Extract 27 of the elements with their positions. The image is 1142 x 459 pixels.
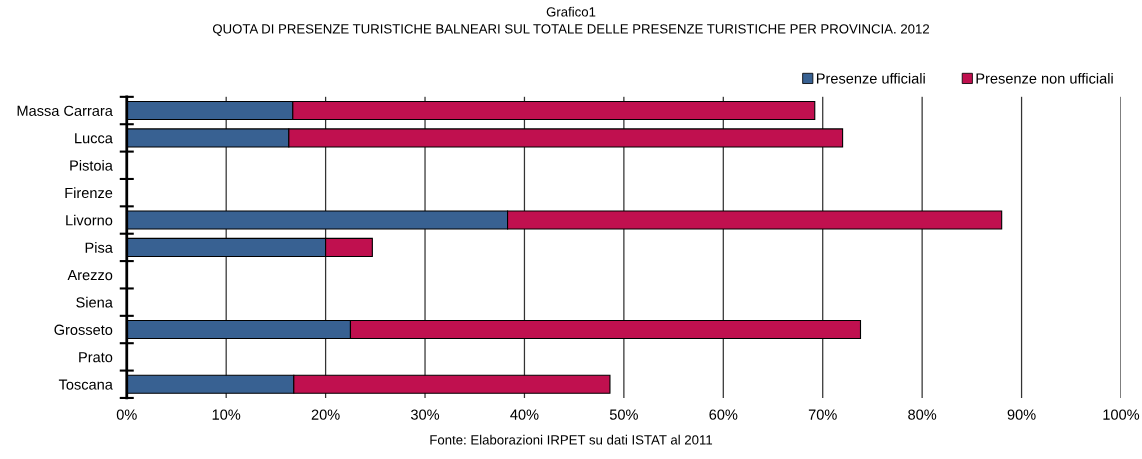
x-tick-label: 20%: [311, 409, 340, 420]
y-tick-label: Arezzo: [67, 270, 113, 281]
x-tick-label: 50%: [609, 409, 638, 420]
x-tick-label: 70%: [808, 409, 837, 420]
y-tick-label: Grosseto: [54, 324, 113, 335]
x-tick-label: 40%: [510, 409, 539, 420]
x-tick-label: 100%: [1103, 409, 1140, 420]
x-tick-label: 90%: [1007, 409, 1036, 420]
legend-label: Presenze ufficiali: [816, 72, 925, 84]
x-tick-label: 10%: [212, 409, 241, 420]
y-tick-label: Prato: [79, 352, 113, 363]
y-tick-label: Firenze: [65, 187, 113, 199]
source-note: Fonte: Elaborazioni IRPET su dati ISTAT al 2011: [430, 434, 713, 445]
x-tick-label: 30%: [410, 409, 440, 420]
y-tick-label: Massa Carrara: [17, 105, 113, 116]
y-tick-label: Siena: [76, 296, 113, 308]
y-tick-label: Livorno: [66, 214, 113, 226]
y-tick-label: Pistoia: [70, 160, 113, 171]
legend-label: Presenze non ufficiali: [976, 72, 1113, 84]
y-tick-label: Pisa: [85, 242, 113, 253]
chart-subtitle: QUOTA DI PRESENZE TURISTICHE BALNEARI SUL TOTALE DELLE PRESENZE TURISTICHE PER PROVINCIA. 2012: [212, 24, 930, 36]
chart-title: Grafico1: [546, 6, 596, 17]
y-tick-label: Lucca: [75, 133, 113, 144]
x-tick-label: 60%: [709, 409, 738, 420]
x-tick-label: 0%: [116, 409, 137, 420]
x-tick-label: 80%: [908, 409, 937, 420]
y-tick-label: Toscana: [58, 379, 113, 390]
